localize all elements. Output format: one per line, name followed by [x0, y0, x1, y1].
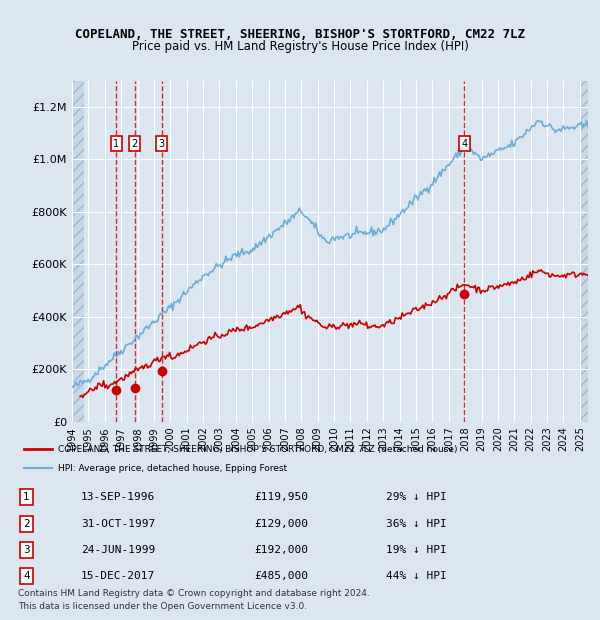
Text: 1: 1 [23, 492, 30, 502]
Text: 24-JUN-1999: 24-JUN-1999 [81, 545, 155, 555]
Text: Price paid vs. HM Land Registry's House Price Index (HPI): Price paid vs. HM Land Registry's House … [131, 40, 469, 53]
Bar [72, 81, 84, 422]
Text: £119,950: £119,950 [254, 492, 308, 502]
Text: This data is licensed under the Open Government Licence v3.0.: This data is licensed under the Open Gov… [18, 602, 307, 611]
Text: 44% ↓ HPI: 44% ↓ HPI [386, 572, 447, 582]
Text: 15-DEC-2017: 15-DEC-2017 [81, 572, 155, 582]
Text: 1: 1 [113, 138, 119, 149]
Text: 36% ↓ HPI: 36% ↓ HPI [386, 519, 447, 529]
Text: COPELAND, THE STREET, SHEERING, BISHOP'S STORTFORD, CM22 7LZ (detached house): COPELAND, THE STREET, SHEERING, BISHOP'S… [58, 445, 458, 454]
Text: £485,000: £485,000 [254, 572, 308, 582]
Text: 29% ↓ HPI: 29% ↓ HPI [386, 492, 447, 502]
Text: 31-OCT-1997: 31-OCT-1997 [81, 519, 155, 529]
Text: HPI: Average price, detached house, Epping Forest: HPI: Average price, detached house, Eppi… [58, 464, 287, 473]
Text: Contains HM Land Registry data © Crown copyright and database right 2024.: Contains HM Land Registry data © Crown c… [18, 590, 370, 598]
Text: £192,000: £192,000 [254, 545, 308, 555]
Text: 3: 3 [23, 545, 30, 555]
Bar [72, 81, 84, 422]
Text: 4: 4 [23, 572, 30, 582]
Bar [580, 81, 588, 422]
Text: 13-SEP-1996: 13-SEP-1996 [81, 492, 155, 502]
Text: 19% ↓ HPI: 19% ↓ HPI [386, 545, 447, 555]
Text: 3: 3 [159, 138, 165, 149]
Text: £129,000: £129,000 [254, 519, 308, 529]
Text: 2: 2 [131, 138, 138, 149]
Text: COPELAND, THE STREET, SHEERING, BISHOP'S STORTFORD, CM22 7LZ: COPELAND, THE STREET, SHEERING, BISHOP'S… [75, 28, 525, 41]
Text: 4: 4 [461, 138, 467, 149]
Text: 2: 2 [23, 519, 30, 529]
